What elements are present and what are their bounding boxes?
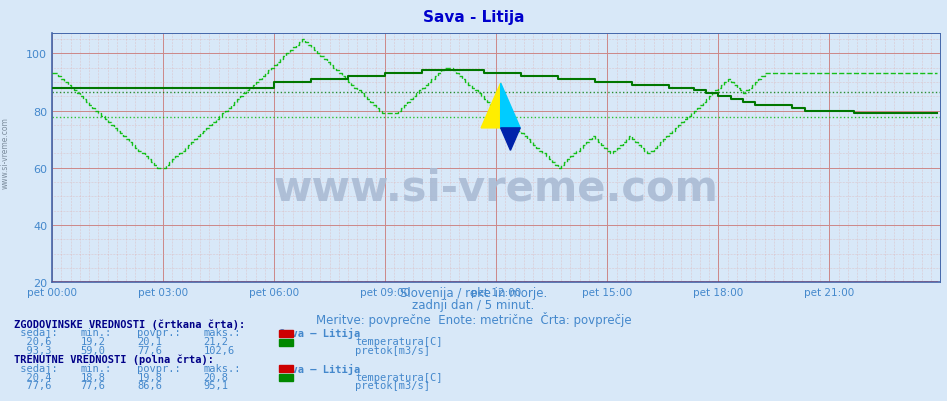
- Text: maks.:: maks.:: [204, 328, 241, 338]
- Polygon shape: [481, 84, 501, 129]
- Text: temperatura[C]: temperatura[C]: [355, 336, 442, 346]
- Text: zadnji dan / 5 minut.: zadnji dan / 5 minut.: [412, 299, 535, 312]
- Text: 93,3: 93,3: [14, 345, 52, 355]
- Polygon shape: [501, 129, 520, 151]
- Text: sedaj:: sedaj:: [14, 363, 58, 373]
- Text: ZGODOVINSKE VREDNOSTI (črtkana črta):: ZGODOVINSKE VREDNOSTI (črtkana črta):: [14, 319, 245, 329]
- Text: 20,1: 20,1: [137, 336, 162, 346]
- Text: maks.:: maks.:: [204, 363, 241, 373]
- Text: 20,6: 20,6: [14, 336, 52, 346]
- Text: 21,2: 21,2: [204, 336, 228, 346]
- Text: sedaj:: sedaj:: [14, 328, 58, 338]
- Text: 19,8: 19,8: [137, 372, 162, 382]
- Text: www.si-vreme.com: www.si-vreme.com: [274, 167, 719, 209]
- Text: 77,6: 77,6: [80, 381, 105, 391]
- Text: min.:: min.:: [80, 363, 112, 373]
- Text: Sava – Litija: Sava – Litija: [279, 363, 361, 374]
- Text: povpr.:: povpr.:: [137, 328, 181, 338]
- Text: pretok[m3/s]: pretok[m3/s]: [355, 345, 430, 355]
- Text: min.:: min.:: [80, 328, 112, 338]
- Text: 86,6: 86,6: [137, 381, 162, 391]
- Text: 59,0: 59,0: [80, 345, 105, 355]
- Text: 19,2: 19,2: [80, 336, 105, 346]
- Text: TRENUTNE VREDNOSTI (polna črta):: TRENUTNE VREDNOSTI (polna črta):: [14, 354, 214, 365]
- Text: Sava – Litija: Sava – Litija: [279, 328, 361, 338]
- Text: pretok[m3/s]: pretok[m3/s]: [355, 381, 430, 391]
- Text: www.si-vreme.com: www.si-vreme.com: [0, 117, 9, 188]
- Text: 18,8: 18,8: [80, 372, 105, 382]
- Text: 77,6: 77,6: [14, 381, 52, 391]
- Text: povpr.:: povpr.:: [137, 363, 181, 373]
- Text: 95,1: 95,1: [204, 381, 228, 391]
- Text: 77,6: 77,6: [137, 345, 162, 355]
- Text: Sava - Litija: Sava - Litija: [422, 10, 525, 25]
- Text: 20,8: 20,8: [204, 372, 228, 382]
- Text: Slovenija / reke in morje.: Slovenija / reke in morje.: [400, 287, 547, 300]
- Text: temperatura[C]: temperatura[C]: [355, 372, 442, 382]
- Text: 20,4: 20,4: [14, 372, 52, 382]
- Text: Meritve: povprečne  Enote: metrične  Črta: povprečje: Meritve: povprečne Enote: metrične Črta:…: [315, 311, 632, 326]
- Text: 102,6: 102,6: [204, 345, 235, 355]
- Polygon shape: [501, 84, 520, 129]
